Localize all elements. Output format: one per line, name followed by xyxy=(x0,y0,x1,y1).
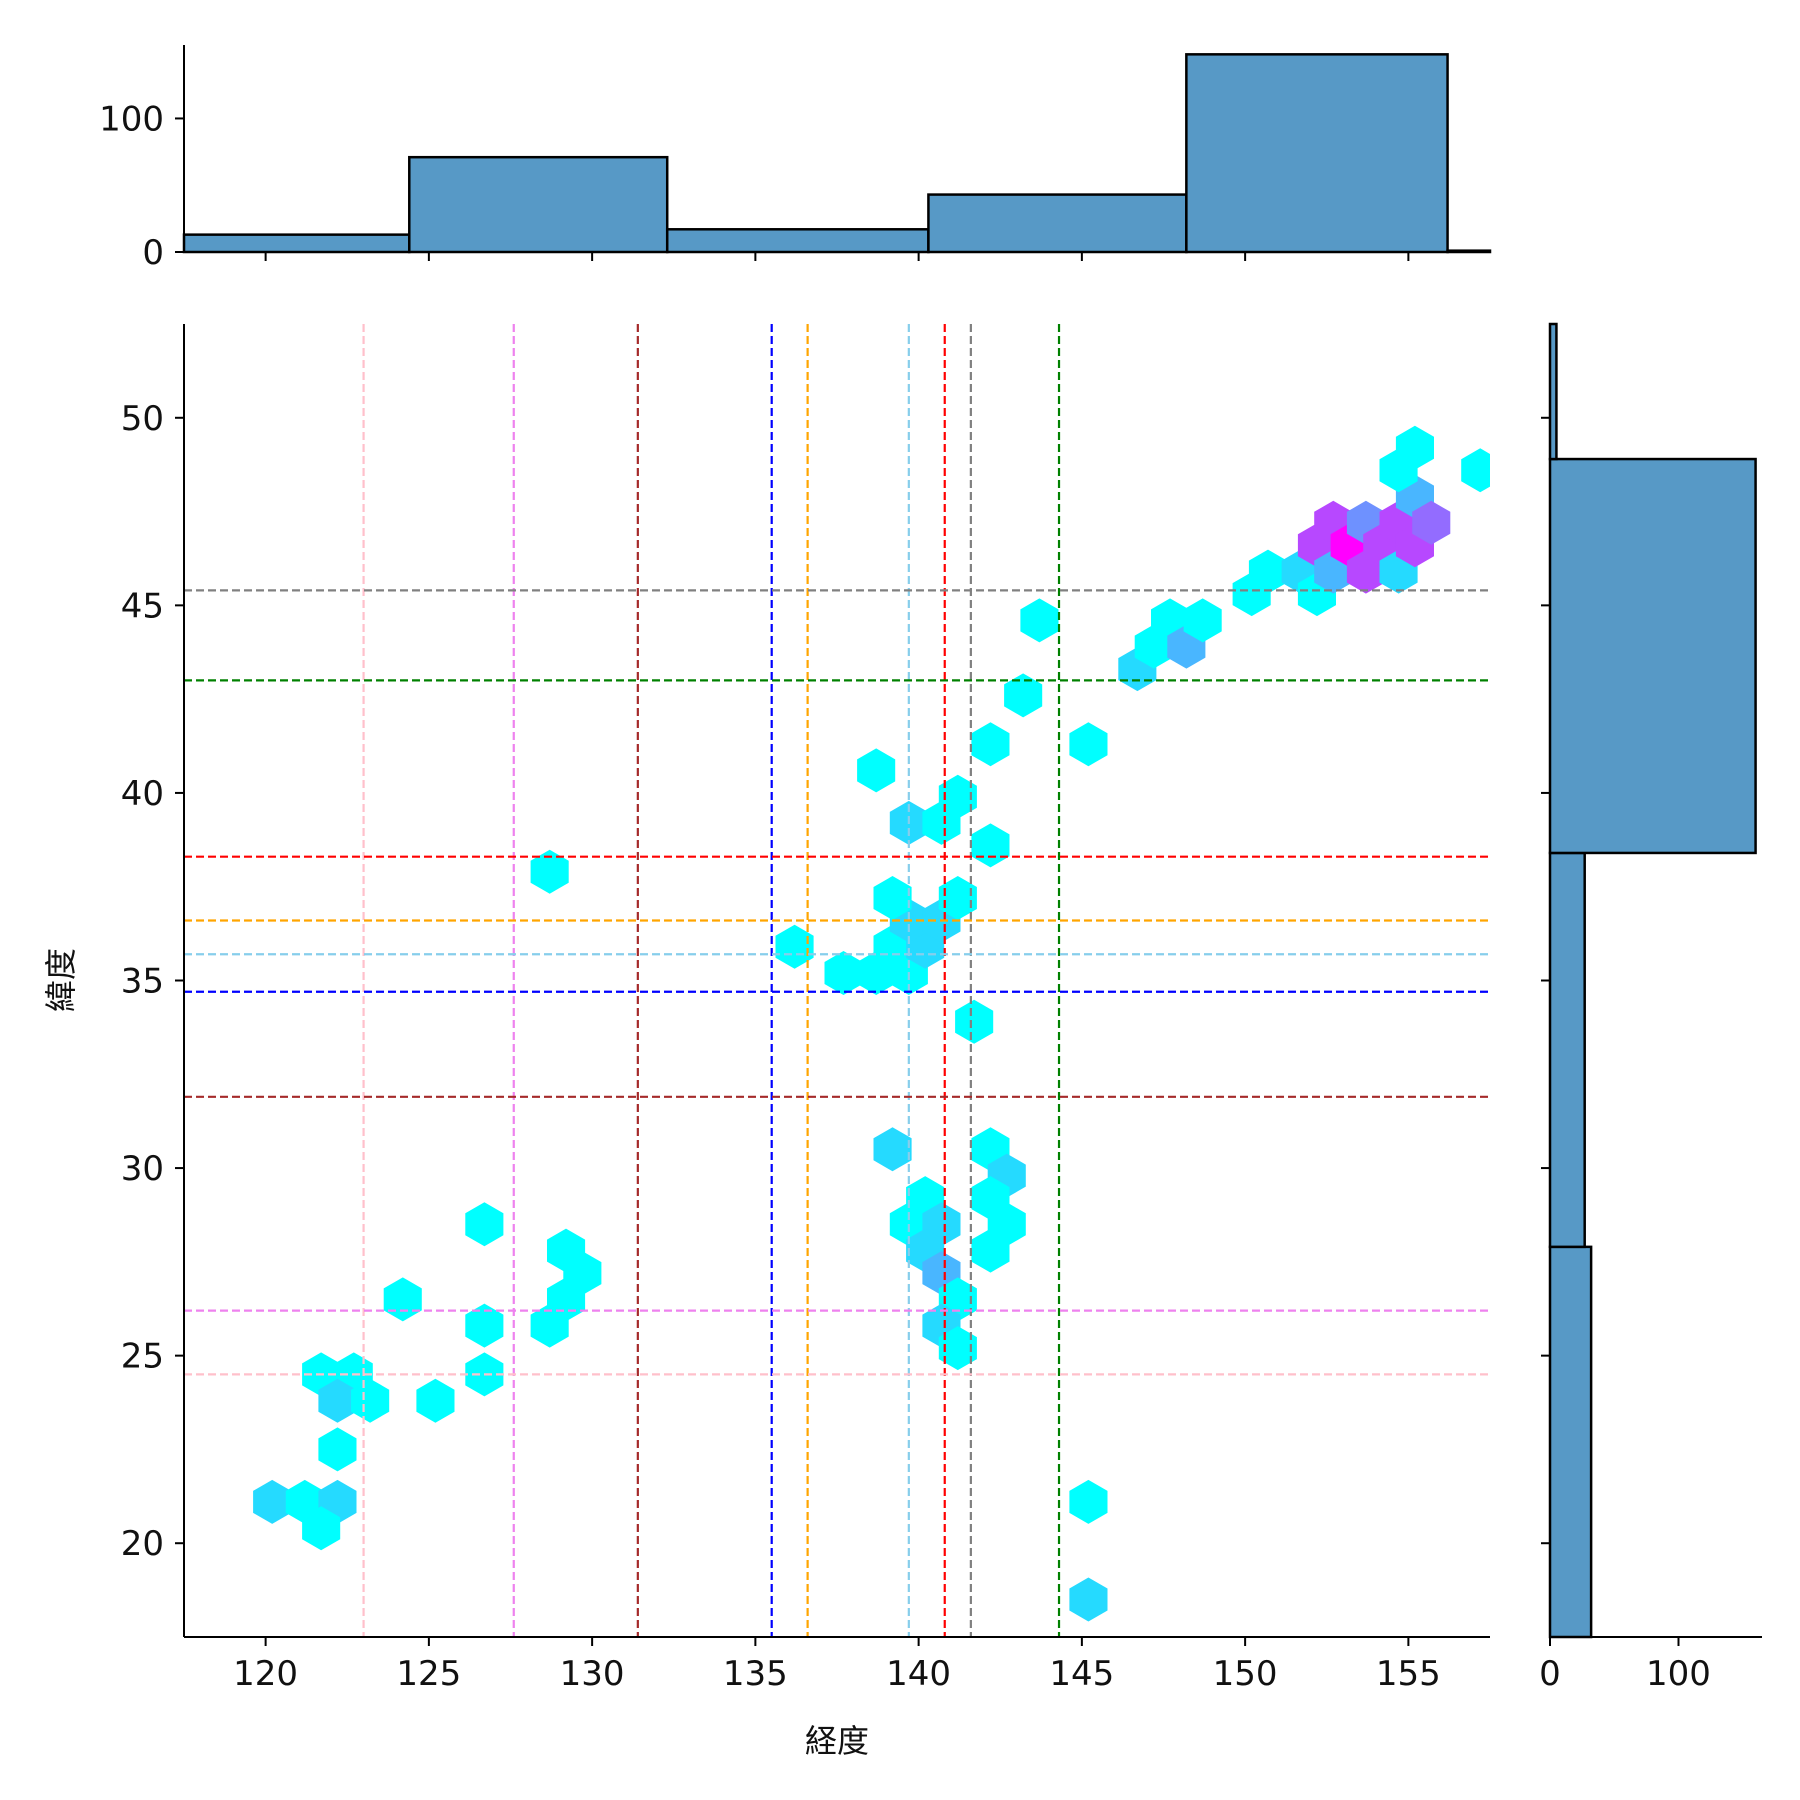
right-histogram: 0 100 xyxy=(1539,322,1762,1694)
hexbin-cell xyxy=(1461,448,1490,493)
right-hist-x-tick-label: 0 xyxy=(1539,1654,1561,1694)
top-hist-bar xyxy=(665,228,930,254)
x-tick-label: 120 xyxy=(233,1654,298,1694)
hexbin-cell xyxy=(1004,673,1043,718)
hexbin-cell xyxy=(1248,549,1287,594)
hexbin-cell xyxy=(318,1378,357,1423)
top-hist-y-tick-label: 100 xyxy=(99,99,164,139)
hexbin-cell xyxy=(971,722,1010,767)
hexbin-cell xyxy=(1395,425,1434,470)
hexbin-cell xyxy=(824,951,863,995)
right-hist-bar xyxy=(1548,1245,1593,1639)
hexbin-cell xyxy=(955,999,994,1044)
hexbin-cell xyxy=(775,924,814,969)
x-tick-label: 155 xyxy=(1376,1654,1441,1694)
main-plot: 120 125 130 135 140 145 150 155 20 25 30 35 40 45 50 経… xyxy=(42,324,1490,1760)
hexbin-cell xyxy=(1183,598,1222,643)
x-tick-label: 145 xyxy=(1049,1654,1114,1694)
hexbin-cell xyxy=(1069,722,1108,767)
hexbin-cell xyxy=(416,1378,455,1423)
hexbin-cell xyxy=(547,1228,586,1273)
y-tick-label: 40 xyxy=(121,774,164,814)
hexbin-cell xyxy=(873,876,912,920)
y-tick-label: 35 xyxy=(121,962,164,1002)
x-tick-label: 150 xyxy=(1213,1654,1278,1694)
hexbin-cell xyxy=(383,1277,422,1322)
top-hist-y-tick-label: 0 xyxy=(142,233,164,273)
top-hist-bar xyxy=(408,155,669,254)
x-axis-label: 経度 xyxy=(805,1722,869,1760)
hexbin-cell xyxy=(938,876,977,920)
hexbin-cell xyxy=(971,1228,1010,1273)
hexbin-cell xyxy=(938,774,977,819)
y-tick-label: 30 xyxy=(121,1149,164,1189)
y-tick-label: 45 xyxy=(121,586,164,626)
hexbin-cell xyxy=(857,748,896,793)
hexbin-cell xyxy=(938,1326,977,1371)
hexbin-cell xyxy=(302,1506,341,1551)
right-hist-bar xyxy=(1548,851,1586,1249)
hexbin-cell xyxy=(1412,500,1451,545)
y-axis-label: 緯度 xyxy=(42,948,80,1012)
y-tick-label: 25 xyxy=(121,1337,164,1377)
hexbin-cell xyxy=(873,1127,912,1172)
right-hist-bar xyxy=(1548,457,1757,855)
right-hist-x-tick-label: 100 xyxy=(1646,1654,1711,1694)
hexbin-cell xyxy=(1020,598,1059,643)
hexbin-cell xyxy=(351,1378,390,1423)
hexbin-cell xyxy=(465,1202,504,1247)
hexbin-cell xyxy=(318,1427,357,1472)
x-tick-label: 125 xyxy=(396,1654,461,1694)
hexbin-cell xyxy=(971,823,1010,868)
hexbin-cell xyxy=(465,1303,504,1348)
top-histogram: 0 100 xyxy=(99,45,1492,273)
x-tick-label: 130 xyxy=(560,1654,625,1694)
y-tick-label: 20 xyxy=(121,1524,164,1564)
top-hist-bar xyxy=(1185,53,1449,254)
hexbin-cell xyxy=(530,849,569,894)
x-tick-label: 135 xyxy=(723,1654,788,1694)
y-tick-label: 50 xyxy=(121,399,164,439)
x-tick-label: 140 xyxy=(886,1654,951,1694)
hexbin-cell xyxy=(1069,1577,1108,1622)
hexbin-cell xyxy=(1069,1479,1108,1524)
top-hist-bar xyxy=(927,193,1188,254)
top-hist-bar xyxy=(182,233,411,254)
hexbin-cell xyxy=(253,1479,292,1524)
